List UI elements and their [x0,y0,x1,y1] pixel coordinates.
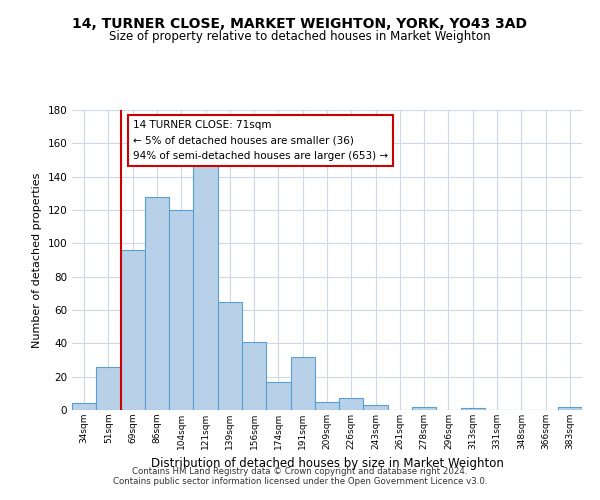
X-axis label: Distribution of detached houses by size in Market Weighton: Distribution of detached houses by size … [151,458,503,470]
Bar [169,210,193,410]
Bar [412,406,436,410]
Bar [218,302,242,410]
Bar [290,356,315,410]
Text: 14 TURNER CLOSE: 71sqm
← 5% of detached houses are smaller (36)
94% of semi-deta: 14 TURNER CLOSE: 71sqm ← 5% of detached … [133,120,388,161]
Bar [96,366,121,410]
Bar [121,250,145,410]
Y-axis label: Number of detached properties: Number of detached properties [32,172,42,348]
Text: 14, TURNER CLOSE, MARKET WEIGHTON, YORK, YO43 3AD: 14, TURNER CLOSE, MARKET WEIGHTON, YORK,… [73,18,527,32]
Bar [242,342,266,410]
Text: Contains HM Land Registry data © Crown copyright and database right 2024.: Contains HM Land Registry data © Crown c… [132,467,468,476]
Bar [461,408,485,410]
Bar [193,158,218,410]
Bar [72,404,96,410]
Bar [558,406,582,410]
Bar [266,382,290,410]
Bar [315,402,339,410]
Text: Size of property relative to detached houses in Market Weighton: Size of property relative to detached ho… [109,30,491,43]
Text: Contains public sector information licensed under the Open Government Licence v3: Contains public sector information licen… [113,477,487,486]
Bar [145,196,169,410]
Bar [339,398,364,410]
Bar [364,405,388,410]
